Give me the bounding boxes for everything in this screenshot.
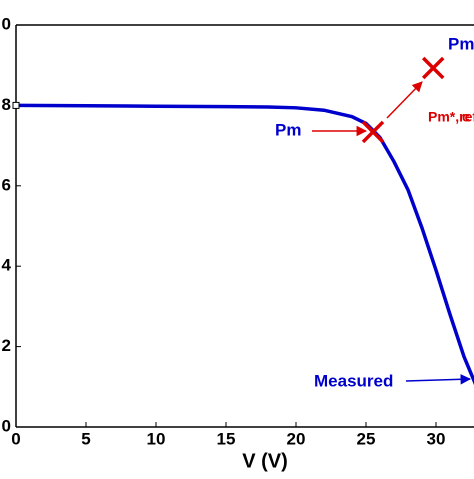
y-tick-label: 0 [2, 416, 11, 435]
x-tick-label: 20 [287, 429, 306, 448]
annotation: Pm [275, 120, 301, 139]
x-tick-label: 30 [427, 429, 446, 448]
annotation: Pm [448, 34, 474, 53]
annotation: Pm*,ref [428, 109, 474, 125]
x-marker [421, 56, 445, 80]
x-tick-label: 25 [357, 429, 376, 448]
x-tick-label: 0 [11, 429, 20, 448]
annotation: c [462, 109, 470, 125]
arrow [386, 81, 423, 119]
x-axis-label: V (V) [242, 450, 288, 472]
x-tick-label: 5 [81, 429, 90, 448]
arrow [405, 374, 472, 385]
start-marker [12, 101, 20, 109]
annotation: Measured [314, 371, 393, 390]
y-tick-label: 8 [2, 95, 11, 114]
y-tick-label: 0 [2, 14, 11, 33]
x-marker [361, 120, 385, 144]
y-tick-label: 4 [2, 256, 12, 275]
x-tick-label: 15 [217, 429, 236, 448]
curve [15, 103, 474, 386]
y-tick-label: 6 [2, 175, 11, 194]
y-tick-label: 2 [2, 336, 11, 355]
x-tick-label: 10 [147, 429, 166, 448]
